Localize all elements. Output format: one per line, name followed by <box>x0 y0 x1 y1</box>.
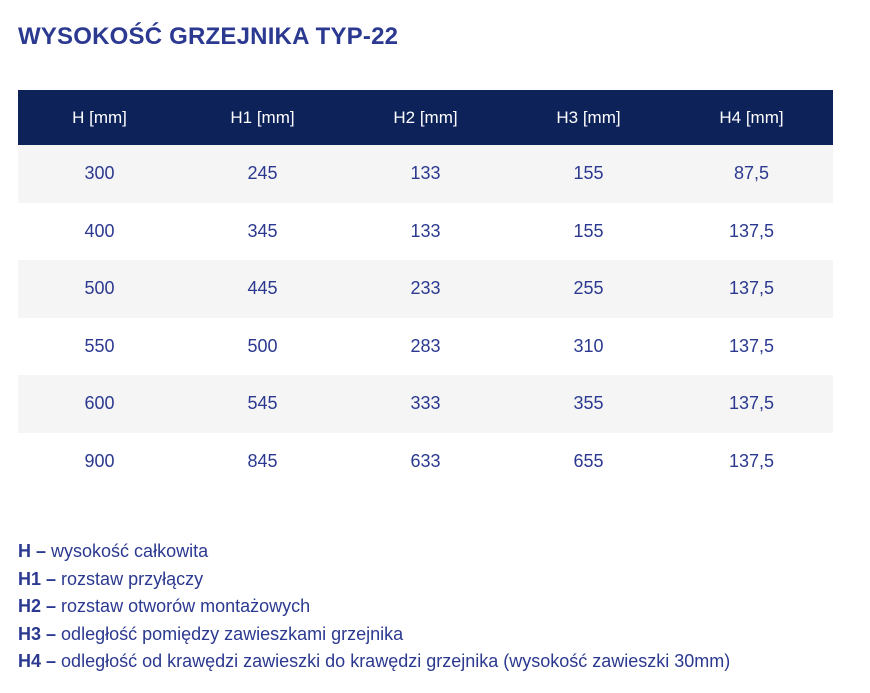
table-body: 300 245 133 155 87,5 400 345 133 155 137,5 500 445 2… <box>18 145 833 490</box>
table-header: H [mm] H1 [mm] H2 [mm] H3 [mm] H4 [mm] <box>18 90 833 145</box>
table-cell: 500 <box>247 335 278 356</box>
table-cell: 137,5 <box>728 278 775 299</box>
table-cell: 137,5 <box>728 335 775 356</box>
table-row: 550 500 283 310 137,5 <box>18 317 833 375</box>
legend-definition: odległość od krawędzi zawieszki do krawę… <box>61 651 731 672</box>
legend-term: H2 – <box>18 596 57 617</box>
table-cell: 500 <box>84 278 115 299</box>
table-cell: 245 <box>247 163 278 184</box>
table-cell: 283 <box>410 335 441 356</box>
table-row: 900 845 633 655 137,5 <box>18 432 833 490</box>
table-cell: 155 <box>573 163 604 184</box>
table-cell: 137,5 <box>728 393 775 414</box>
table-cell: 545 <box>247 393 278 414</box>
legend-definition: wysokość całkowita <box>51 541 209 561</box>
table-header-cell: H3 [mm] <box>507 90 670 145</box>
legend-definition: rozstaw otworów montażowych <box>61 596 311 617</box>
table-header-row: H [mm] H1 [mm] H2 [mm] H3 [mm] H4 [mm] <box>18 90 833 145</box>
table-cell: 900 <box>84 450 115 471</box>
table-row: 400 345 133 155 137,5 <box>18 202 833 260</box>
table-cell: 300 <box>84 163 115 184</box>
legend-item: H1 – rozstaw przyłączy <box>18 566 730 594</box>
legend: H – wysokość całkowita H1 – rozstaw przył… <box>18 538 730 676</box>
legend-term: H4 – <box>18 651 57 672</box>
legend-term: H1 – <box>18 568 57 589</box>
table-header-cell: H4 [mm] <box>670 90 833 145</box>
legend-item: H3 – odległość pomiędzy zawieszkami grze… <box>18 621 730 649</box>
table-cell: 633 <box>410 450 441 471</box>
table-cell: 137,5 <box>728 450 775 471</box>
table-cell: 345 <box>247 220 278 241</box>
legend-item: H4 – odległość od krawędzi zawieszki do … <box>18 648 730 676</box>
page-title: WYSOKOŚĆ GRZEJNIKA TYP-22 <box>18 23 399 51</box>
legend-term: H3 – <box>18 623 57 644</box>
legend-item: H – wysokość całkowita <box>18 538 730 566</box>
table-header-cell: H2 [mm] <box>344 90 507 145</box>
table-cell: 137,5 <box>728 220 775 241</box>
table-cell: 445 <box>247 278 278 299</box>
table-cell: 400 <box>84 220 115 241</box>
table-row: 300 245 133 155 87,5 <box>18 145 833 203</box>
table-cell: 655 <box>573 450 604 471</box>
table-cell: 87,5 <box>733 163 770 184</box>
table-cell: 355 <box>573 393 604 414</box>
legend-definition: rozstaw przyłączy <box>61 568 204 589</box>
table-header-cell: H [mm] <box>18 90 181 145</box>
legend-term: H – <box>18 541 47 561</box>
table-header-cell: H1 [mm] <box>181 90 344 145</box>
table-cell: 600 <box>84 393 115 414</box>
table-cell: 310 <box>573 335 604 356</box>
table-cell: 845 <box>247 450 278 471</box>
table-cell: 155 <box>573 220 604 241</box>
legend-item: H2 – rozstaw otworów montażowych <box>18 593 730 621</box>
table-cell: 133 <box>410 220 441 241</box>
legend-definition: odległość pomiędzy zawieszkami grzejnika <box>61 623 404 644</box>
table-cell: 233 <box>410 278 441 299</box>
table-cell: 133 <box>410 163 441 184</box>
radiator-height-table: H [mm] H1 [mm] H2 [mm] H3 [mm] H4 [mm] 300 24… <box>18 90 833 490</box>
table-cell: 333 <box>410 393 441 414</box>
table-row: 600 545 333 355 137,5 <box>18 375 833 433</box>
table-cell: 550 <box>84 335 115 356</box>
table-cell: 255 <box>573 278 604 299</box>
table-row: 500 445 233 255 137,5 <box>18 260 833 318</box>
